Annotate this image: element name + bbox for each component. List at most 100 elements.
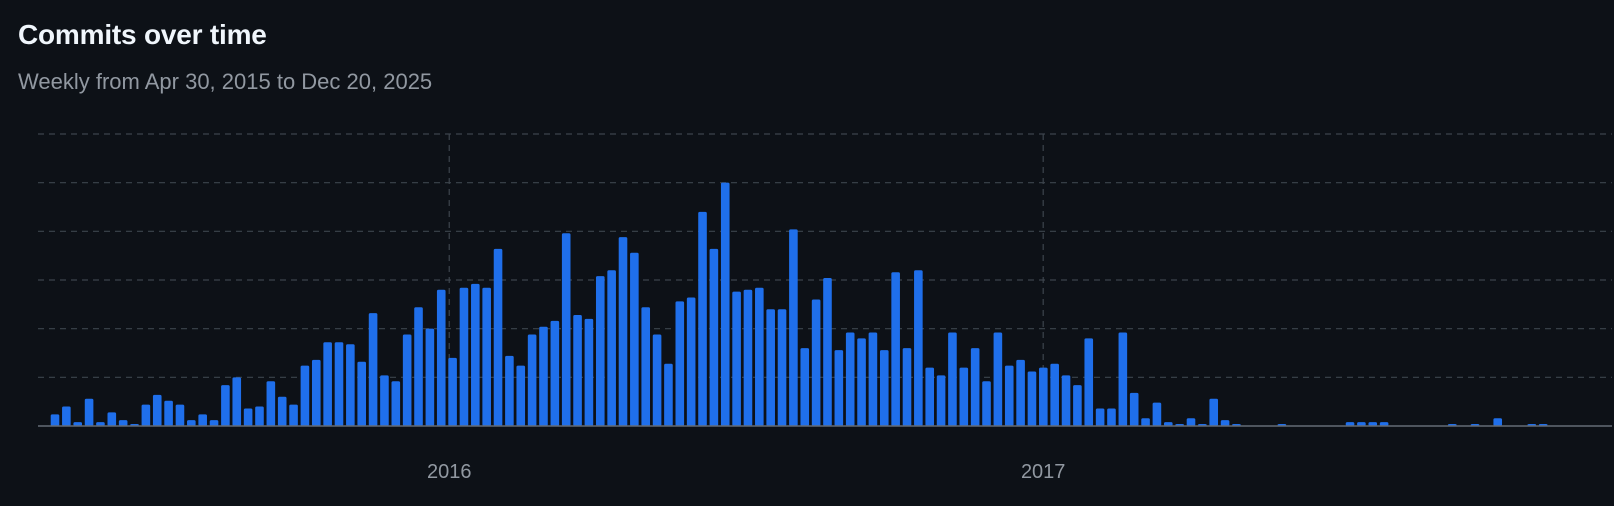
commit-bar[interactable]	[879, 350, 889, 426]
commit-bar[interactable]	[800, 348, 810, 426]
commit-bar[interactable]	[1345, 422, 1355, 426]
commit-bar[interactable]	[1027, 371, 1037, 426]
commit-bar[interactable]	[62, 406, 71, 426]
commit-bar[interactable]	[1050, 363, 1059, 426]
commit-bar[interactable]	[1220, 420, 1230, 426]
commit-bar[interactable]	[1129, 392, 1139, 426]
commit-bar[interactable]	[380, 375, 389, 426]
commit-bar[interactable]	[573, 315, 582, 426]
commit-bar[interactable]	[391, 381, 401, 426]
commit-bar[interactable]	[1061, 375, 1071, 426]
commit-bar[interactable]	[732, 291, 741, 426]
commit-bar[interactable]	[255, 406, 264, 426]
commit-bar[interactable]	[311, 359, 321, 426]
commit-bar[interactable]	[1084, 338, 1094, 426]
commit-bar[interactable]	[277, 396, 287, 426]
commit-bar[interactable]	[243, 408, 253, 426]
commit-bar[interactable]	[982, 381, 991, 426]
commit-bar[interactable]	[561, 233, 571, 426]
commit-bar[interactable]	[164, 400, 173, 426]
commit-bar[interactable]	[789, 229, 798, 426]
commit-bar[interactable]	[368, 313, 378, 426]
commit-bar[interactable]	[300, 365, 310, 426]
commit-bar[interactable]	[607, 270, 616, 426]
commit-bar[interactable]	[755, 287, 764, 426]
commit-bar[interactable]	[584, 318, 594, 426]
commit-bar[interactable]	[993, 332, 1003, 426]
commit-bar[interactable]	[936, 375, 946, 426]
commit-bar[interactable]	[118, 420, 128, 426]
commit-bar[interactable]	[1357, 422, 1366, 426]
commit-bar[interactable]	[539, 326, 548, 426]
commit-bar[interactable]	[187, 420, 196, 426]
commit-bar[interactable]	[1118, 332, 1128, 426]
commit-bar[interactable]	[777, 309, 787, 426]
commit-bar[interactable]	[550, 320, 560, 426]
commit-bar[interactable]	[698, 211, 707, 426]
commit-bar[interactable]	[970, 348, 980, 426]
commit-bar[interactable]	[96, 422, 105, 426]
commit-bar[interactable]	[641, 307, 651, 426]
commit-bar[interactable]	[1141, 418, 1150, 426]
commit-bar[interactable]	[402, 334, 412, 426]
commit-bar[interactable]	[1107, 408, 1116, 426]
commit-bar[interactable]	[925, 367, 935, 426]
commit-bar[interactable]	[743, 289, 753, 426]
commit-bar[interactable]	[1004, 365, 1014, 426]
commit-bar[interactable]	[152, 394, 162, 426]
commit-bar[interactable]	[1039, 367, 1048, 426]
commit-bar[interactable]	[493, 248, 503, 426]
commit-bar[interactable]	[664, 363, 673, 426]
commit-bar[interactable]	[459, 287, 469, 426]
commit-bar[interactable]	[914, 270, 923, 426]
commit-bar[interactable]	[1016, 359, 1025, 426]
commit-bar[interactable]	[652, 334, 662, 426]
commit-bar[interactable]	[675, 301, 685, 426]
commit-bar[interactable]	[618, 237, 628, 426]
commit-bar[interactable]	[232, 377, 242, 426]
commit-bar[interactable]	[1186, 418, 1196, 426]
commit-bar[interactable]	[50, 414, 60, 426]
commit-bar[interactable]	[720, 182, 730, 426]
commit-bar[interactable]	[323, 342, 332, 426]
commit-bar[interactable]	[221, 385, 230, 426]
commit-bar[interactable]	[334, 342, 344, 426]
commit-bar[interactable]	[857, 338, 866, 426]
commit-bar[interactable]	[84, 398, 94, 426]
commit-bar[interactable]	[141, 404, 151, 426]
commit-bar[interactable]	[209, 420, 219, 426]
commit-bar[interactable]	[595, 276, 605, 426]
commit-bar[interactable]	[448, 357, 457, 426]
commit-bar[interactable]	[630, 252, 639, 426]
commit-bar[interactable]	[1095, 408, 1105, 426]
commit-bar[interactable]	[811, 299, 821, 426]
commit-bar[interactable]	[425, 328, 435, 426]
commit-bar[interactable]	[505, 355, 514, 426]
commit-bar[interactable]	[289, 404, 298, 426]
commit-bar[interactable]	[1152, 402, 1162, 426]
commit-bar[interactable]	[73, 422, 83, 426]
commit-bar[interactable]	[414, 307, 423, 426]
commit-bar[interactable]	[1209, 398, 1219, 426]
commit-bar[interactable]	[766, 309, 775, 426]
commit-bar[interactable]	[845, 332, 855, 426]
commit-bar[interactable]	[516, 365, 526, 426]
commit-bar[interactable]	[686, 297, 696, 426]
commit-bar[interactable]	[107, 412, 117, 426]
commit-bar[interactable]	[1379, 422, 1389, 426]
commit-bar[interactable]	[948, 332, 957, 426]
commit-bar[interactable]	[1073, 385, 1082, 426]
commit-bar[interactable]	[346, 344, 355, 426]
commit-bar[interactable]	[868, 332, 878, 426]
commit-bar[interactable]	[891, 272, 900, 426]
commit-bar[interactable]	[1368, 422, 1378, 426]
commit-bar[interactable]	[357, 361, 367, 426]
commit-bar[interactable]	[471, 283, 480, 426]
commit-bar[interactable]	[823, 278, 832, 426]
commit-bar[interactable]	[834, 350, 844, 426]
commit-bar[interactable]	[1493, 418, 1503, 426]
commit-bar[interactable]	[902, 348, 912, 426]
commit-bar[interactable]	[1163, 422, 1173, 426]
commit-bar[interactable]	[709, 248, 719, 426]
commit-bar[interactable]	[436, 289, 446, 426]
